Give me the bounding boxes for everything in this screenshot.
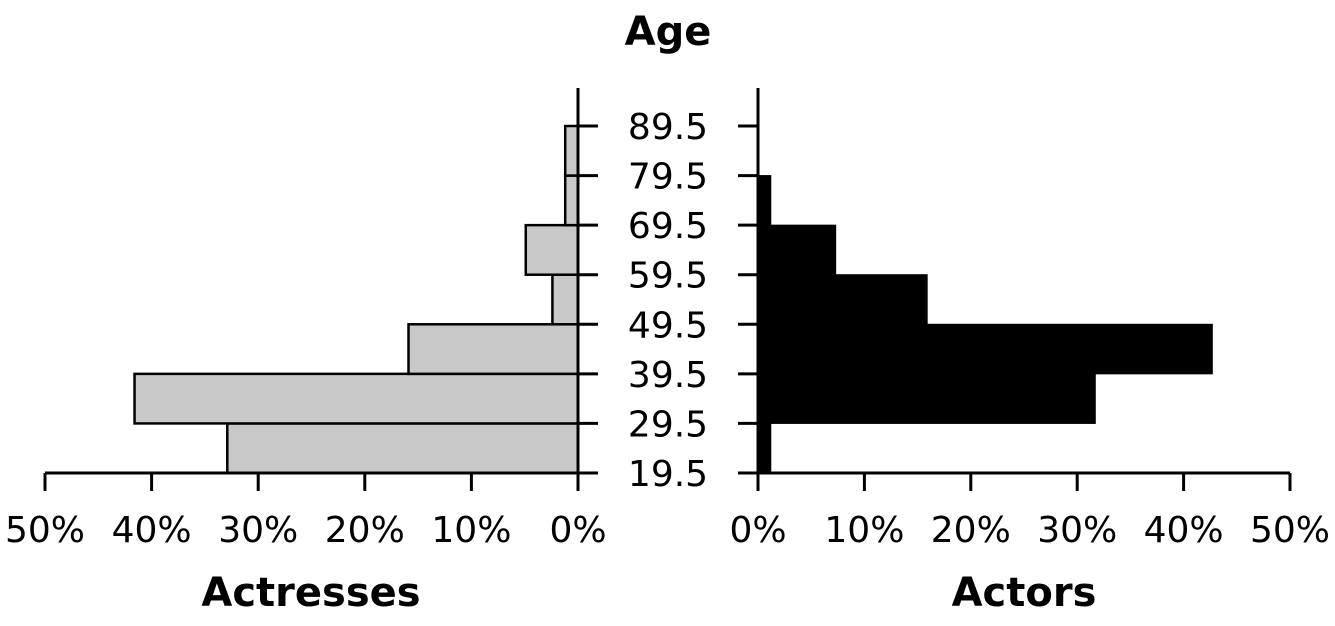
left-axis-label: Actresses: [201, 570, 420, 616]
left-x-tick-label: 30%: [218, 510, 298, 551]
right-x-tick-label: 50%: [1250, 510, 1330, 551]
actresses-bar-6: [563, 124, 580, 177]
left-x-tick-label: 0%: [549, 510, 606, 551]
actors-bar-2: [757, 323, 1213, 375]
age-tick-label: 39.5: [628, 355, 708, 396]
age-tick-label: 69.5: [628, 206, 708, 247]
actors-bar-4: [757, 224, 837, 276]
actresses-bar-2: [407, 323, 580, 376]
x-tick-labels: 0% 0% 10% 10% 20% 20% 30% 30% 40% 40% 50% 50%: [5, 510, 1330, 551]
age-tick-label: 19.5: [628, 454, 708, 495]
age-tick-labels: 19.5 29.5 39.5 49.5 59.5 69.5 79.5 89.5: [628, 107, 708, 495]
age-tick-label: 29.5: [628, 404, 708, 445]
actresses-bar-1: [133, 372, 580, 425]
age-tick-label: 49.5: [628, 305, 708, 346]
age-tick-label: 79.5: [628, 157, 708, 198]
right-x-tick-label: 10%: [824, 510, 904, 551]
actors-bar-0: [757, 422, 772, 474]
left-x-tick-label: 20%: [325, 510, 405, 551]
left-x-tick-label: 10%: [431, 510, 511, 551]
right-x-tick-label: 20%: [931, 510, 1011, 551]
chart-title: Age: [625, 9, 712, 55]
left-x-tick-label: 40%: [112, 510, 192, 551]
age-tick-label: 59.5: [628, 256, 708, 297]
actors-bars: [757, 175, 1213, 474]
right-x-tick-label: 30%: [1037, 510, 1117, 551]
actors-bar-5: [757, 175, 772, 226]
right-axis-label: Actors: [952, 570, 1097, 616]
axes: [43, 88, 1292, 491]
left-x-tick-label: 50%: [5, 510, 85, 551]
actresses-bar-0: [226, 422, 580, 475]
right-x-tick-label: 40%: [1144, 510, 1224, 551]
actresses-bar-5: [563, 174, 580, 227]
actresses-bar-3: [551, 273, 580, 326]
actresses-bar-4: [524, 223, 580, 276]
actors-bar-1: [757, 373, 1096, 424]
actresses-bars: [133, 124, 580, 475]
right-x-tick-label: 0%: [729, 510, 786, 551]
actors-bar-3: [757, 274, 928, 325]
age-tick-label: 89.5: [628, 107, 708, 148]
